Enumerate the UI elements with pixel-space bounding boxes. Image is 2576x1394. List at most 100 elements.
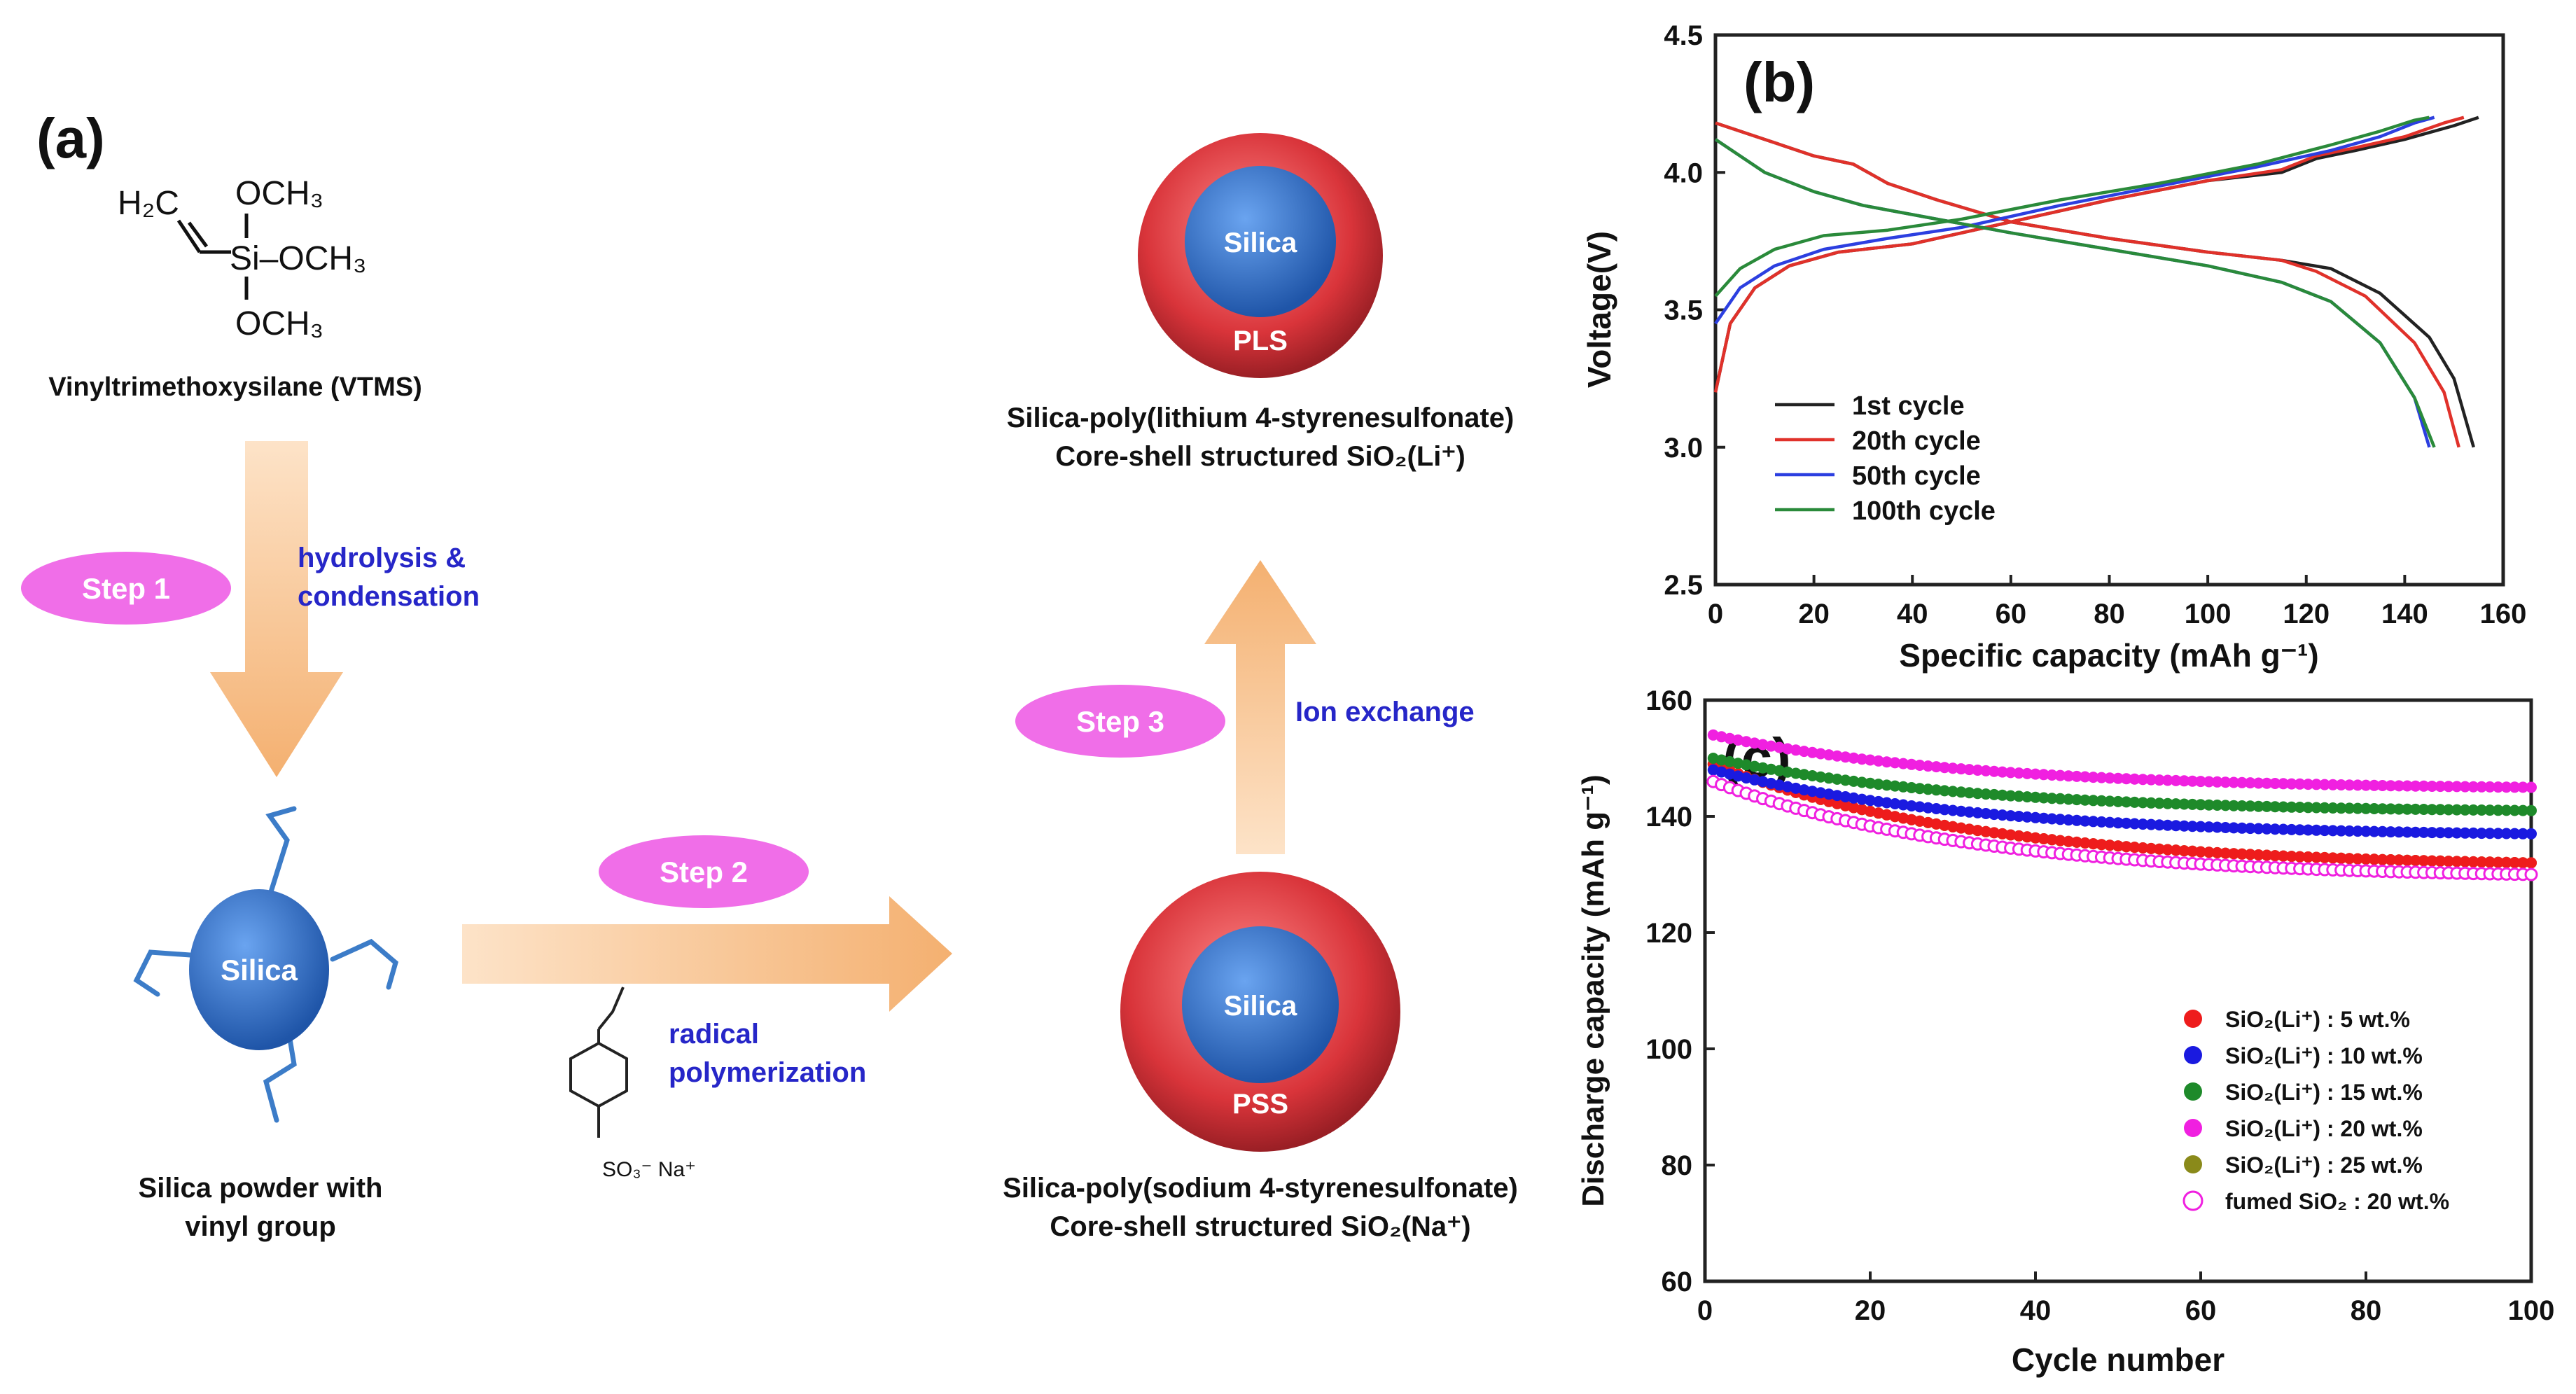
chart-c-point (1865, 795, 1876, 807)
chart-c-point (2344, 853, 2355, 865)
step2-ellipse (599, 835, 809, 908)
chart-c-point (2517, 828, 2529, 839)
chart-b-ytick-label: 2.5 (1664, 570, 1703, 601)
chart-c-point (2327, 802, 2339, 814)
chart-c-point (1947, 821, 1958, 832)
chart-c-point (1947, 762, 1958, 774)
chart-c-point (2178, 798, 2190, 810)
chart-c-point (2137, 797, 2149, 809)
chart-c-point (2013, 767, 2025, 779)
chart-c-point (2187, 775, 2199, 787)
chart-c-xtick-label: 60 (2185, 1295, 2217, 1326)
chart-c-point (1922, 760, 1934, 772)
chart-c-point (2145, 842, 2157, 854)
panel-a-label: (a) (36, 107, 105, 169)
pss-shell-label: PSS (1232, 1089, 1288, 1120)
chart-c-point (2376, 780, 2388, 791)
chart-c-point (1872, 779, 1884, 790)
chart-c-point (1806, 786, 1818, 797)
chart-c-point (2302, 824, 2314, 836)
chart-c-point (2302, 779, 2314, 790)
chart-c-xtick-label: 100 (2508, 1295, 2555, 1326)
chart-c-point (2352, 853, 2364, 865)
chart-c-point (1872, 755, 1884, 767)
chart-c-point (2013, 830, 2025, 842)
chart-c-point (2311, 779, 2323, 790)
chart-c-point (2104, 795, 2116, 807)
chart-c-point (1947, 804, 1958, 816)
chart-c-point (1856, 753, 1868, 765)
chart-c-point (1972, 765, 1984, 776)
chart-c-point (2071, 770, 2082, 782)
chart-c-legend-marker (2184, 1082, 2202, 1101)
chart-c-point (2302, 851, 2314, 863)
pss-core (1182, 926, 1339, 1083)
chart-c-point (2278, 823, 2289, 835)
chart-c-point (2145, 797, 2157, 809)
chart-c-point (1914, 760, 1926, 771)
chart-c-point (2459, 856, 2471, 867)
chart-c-point (2269, 778, 2281, 789)
chart-c-point (2046, 793, 2058, 804)
chart-c-point (1848, 775, 1860, 787)
chart-c-point (2352, 779, 2364, 791)
chart-c-point (2451, 804, 2463, 816)
chart-c-point (2443, 856, 2454, 867)
chart-c-point (2509, 781, 2521, 793)
chart-c-point (2492, 781, 2504, 793)
chart-c-point (1815, 771, 1827, 783)
monomer-so3na: SO₃⁻ Na⁺ (602, 1158, 696, 1181)
chart-c-point (1930, 803, 1942, 814)
chart-c-point (2484, 856, 2495, 868)
step1-ellipse (21, 552, 231, 625)
chart-b-legend-label: 100th cycle (1852, 496, 1996, 526)
chart-c-point (2319, 825, 2330, 837)
chart-c-point (2467, 856, 2479, 867)
chart-c-point (2484, 804, 2495, 816)
chart-c-point (2269, 823, 2281, 835)
chart-c-point (2509, 828, 2521, 839)
vtms-bond (176, 219, 202, 253)
chart-c-ylabel: Discharge capacity (mAh g⁻¹) (1576, 774, 1610, 1206)
chart-c-point (2054, 793, 2066, 804)
chart-c-point (1823, 772, 1834, 784)
chart-c-point (1963, 764, 1975, 776)
silica-vinyl-particle (133, 806, 398, 1123)
pls-core-label: Silica (1224, 228, 1297, 258)
chart-c-point (2409, 803, 2421, 815)
chart-c-point (2145, 774, 2157, 786)
chart-c-point (2517, 857, 2529, 869)
chart-c-point (1914, 801, 1926, 813)
chart-c-point (2459, 804, 2471, 816)
chart-c-point (2161, 797, 2173, 809)
vinyl-group-bottom (263, 1019, 297, 1123)
chart-c-point (2402, 854, 2413, 866)
vinyl-group-top (265, 806, 297, 899)
chart-c-point (2418, 780, 2430, 792)
chart-b-xtick-label: 60 (1996, 599, 2027, 629)
chart-c-point (1865, 777, 1876, 789)
chart-c-point (1774, 741, 1785, 753)
chart-c-series (1706, 729, 2538, 881)
chart-c-point (1947, 786, 1958, 797)
chart-c-point (2500, 781, 2512, 793)
chart-c-point (2030, 832, 2041, 844)
chart-c-point (2311, 851, 2323, 863)
chart-c-point (2492, 856, 2504, 868)
chart-c-ytick-label: 60 (1662, 1267, 1693, 1297)
step3-arrow (1204, 560, 1316, 854)
chart-c-point (1881, 797, 1893, 809)
chart-c-point (2435, 781, 2446, 793)
chart-c-point (2236, 800, 2248, 811)
chart-b-legend-label: 20th cycle (1852, 426, 1981, 456)
chart-c-point (2129, 796, 2140, 808)
chart-c-point (2402, 780, 2413, 792)
chart-c-point (2385, 826, 2397, 838)
chart-b-ylabel: Voltage(V) (1581, 231, 1617, 388)
silica-label: Silica (221, 954, 298, 987)
chart-c-point (2120, 773, 2132, 785)
monomer-vinyl (597, 987, 625, 1031)
chart-c-point (2327, 825, 2339, 837)
chart-c-point (2344, 825, 2355, 837)
